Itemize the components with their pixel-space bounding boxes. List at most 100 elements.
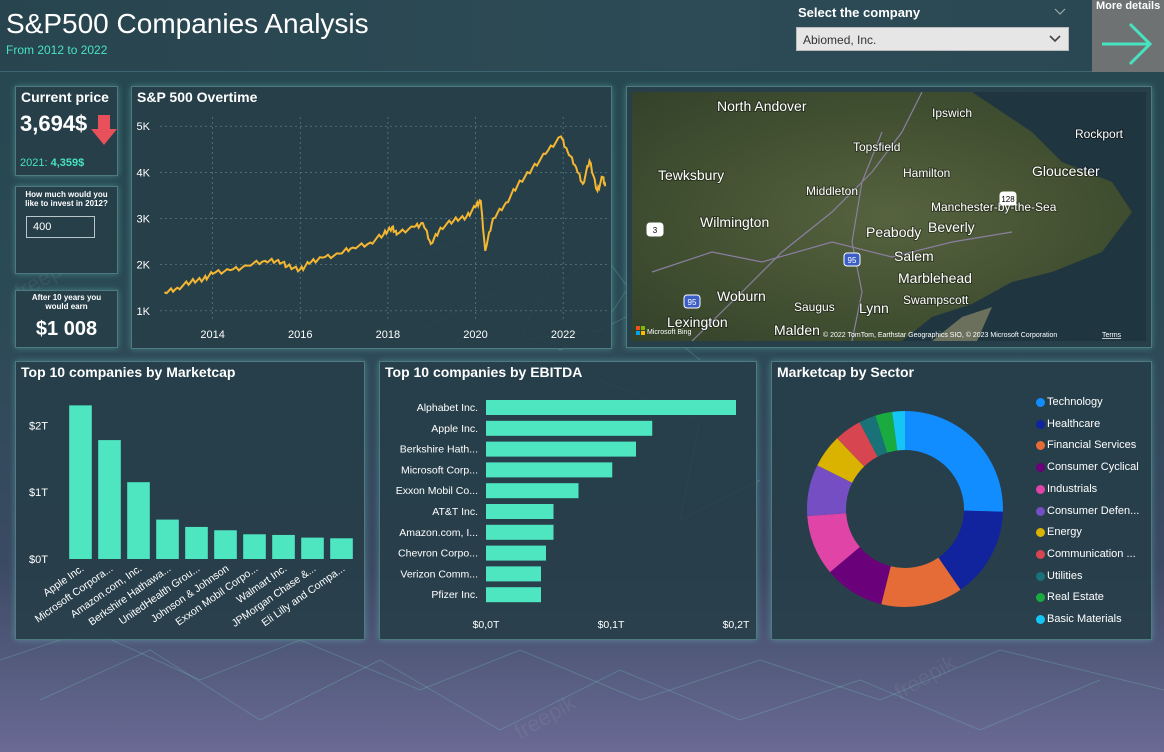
route-shield-label: 3 [653,226,658,235]
sp500-y-tick: 3K [137,214,151,226]
marketcap-bar [156,519,179,559]
marketcap-bar [127,482,150,559]
route-shield-icon: 128 [999,191,1017,206]
arrow-right-icon [1102,22,1153,66]
map-place-label: Rockport [1075,127,1124,141]
map-bay [1072,122,1146,182]
sector-slice [859,415,888,457]
legend-marker [1036,484,1045,494]
microsoft-logo-icon [636,331,640,335]
legend-item[interactable]: Utilities [1047,569,1083,582]
arrow-down-icon [91,115,117,145]
ebitda-x-tick: $0,0T [473,619,500,631]
sp500-y-tick: 1K [137,306,151,318]
microsoft-logo-icon [641,331,645,335]
map-place-label: Tewksbury [658,167,724,183]
ebitda-bar [486,545,546,561]
route-shield-label: 95 [688,298,697,307]
route-shield-shape [683,294,701,309]
map-brand: Microsoft Bing [647,329,691,336]
ebitda-chart-panel: Top 10 companies by EBITDA Alphabet Inc.… [379,361,757,640]
slicer-collapse-icon[interactable] [1054,8,1066,16]
legend-item[interactable]: Consumer Defen... [1047,504,1140,517]
legend-item[interactable]: Energy [1047,526,1082,539]
ebitda-y-tick: Exxon Mobil Co... [396,485,478,497]
ebitda-chart-title: Top 10 companies by EBITDA [385,364,583,380]
map-place-label: Manchester-by-the-Sea [931,200,1057,214]
previous-year-value: 4,359$ [50,157,85,169]
map-place-label: Swampscott [903,293,969,307]
map-place-label: Middleton [806,184,858,198]
marketcap-chart-title: Top 10 companies by Marketcap [21,364,236,380]
map-view[interactable]: North Andover Ipswich Rockport Topsfield Tew… [632,92,1146,341]
ebitda-y-tick: AT&T Inc. [432,506,478,518]
more-details-button[interactable]: More details [1092,0,1164,72]
ebitda-bar [486,420,653,436]
sector-slice [837,422,878,467]
ebitda-bar [486,400,736,415]
svg-text:freepik: freepik [510,689,581,744]
company-select-value: Abiomed, Inc. [803,33,877,47]
map-place-label: Woburn [717,288,766,304]
map-copyright: © 2022 TomTom, Earthstar Geographics SIO… [823,331,1057,339]
ebitda-bar [486,483,579,499]
ebitda-y-tick: Chevron Corpo... [398,548,478,560]
legend-item[interactable]: Basic Materials [1047,613,1122,625]
current-price-title: Current price [21,89,109,105]
map-place-label: Gloucester [1032,163,1100,179]
sector-slice [881,557,961,607]
legend-item[interactable]: Communication ... [1047,547,1136,560]
legend-marker [1036,615,1045,624]
map-place-label: Saugus [794,300,835,314]
route-shield-shape [843,252,861,267]
sector-slice [817,438,865,483]
legend-marker [1036,506,1045,516]
map-place-label: Peabody [866,224,921,240]
legend-item[interactable]: Healthcare [1047,417,1101,430]
legend-item[interactable]: Industrials [1047,482,1098,495]
ebitda-y-tick: Berkshire Hath... [400,444,478,456]
ebitda-y-tick: Apple Inc. [431,423,478,435]
marketcap-y-tick: $1T [29,487,48,499]
map-place-label: Malden [774,322,820,338]
current-price-card: Current price 3,694$ 2021: 4,359$ [15,86,118,176]
sp500-x-tick: 2016 [288,329,312,341]
marketcap-bar [301,537,324,559]
legend-item[interactable]: Financial Services [1047,439,1137,452]
ebitda-y-tick: Amazon.com, I... [399,527,478,539]
legend-item[interactable]: Real Estate [1047,591,1104,604]
sector-slice [905,411,1003,512]
invest-question: How much would you like to invest in 201… [25,190,108,208]
map-place-label: Ipswich [932,106,972,120]
sp500-y-tick: 2K [137,260,151,272]
map-place-label: Marblehead [898,270,972,286]
map-terms-link[interactable]: Terms [1102,332,1122,339]
route-shield-shape [646,222,664,237]
legend-item[interactable]: Technology [1047,396,1103,408]
map-road [691,92,923,341]
sector-slice [807,513,860,573]
sp500-x-tick: 2020 [463,329,487,341]
ebitda-y-tick: Microsoft Corp... [401,464,478,476]
ebitda-y-tick: Pfizer Inc. [431,589,478,601]
legend-marker [1036,549,1045,559]
marketcap-bar [243,534,266,559]
marketcap-y-tick: $2T [29,420,48,432]
sp500-x-tick: 2022 [551,329,575,341]
marketcap-bar [185,526,208,559]
invest-amount-input[interactable] [26,216,95,238]
map-urban [932,307,992,341]
ebitda-x-tick: $0,2T [723,619,750,631]
legend-item[interactable]: Consumer Cyclical [1047,461,1139,474]
map-road [651,231,1013,273]
marketcap-bar [69,405,92,559]
ebitda-bar [486,462,613,478]
map-place-label: Topsfield [853,140,900,154]
company-select[interactable]: Abiomed, Inc. [796,27,1069,51]
sector-chart-panel: Marketcap by Sector Technology Healthcare… [771,361,1152,640]
legend-marker [1036,463,1045,473]
sector-slice [938,510,1003,590]
legend-marker [1036,528,1045,538]
earn-value: $1 008 [35,318,98,340]
